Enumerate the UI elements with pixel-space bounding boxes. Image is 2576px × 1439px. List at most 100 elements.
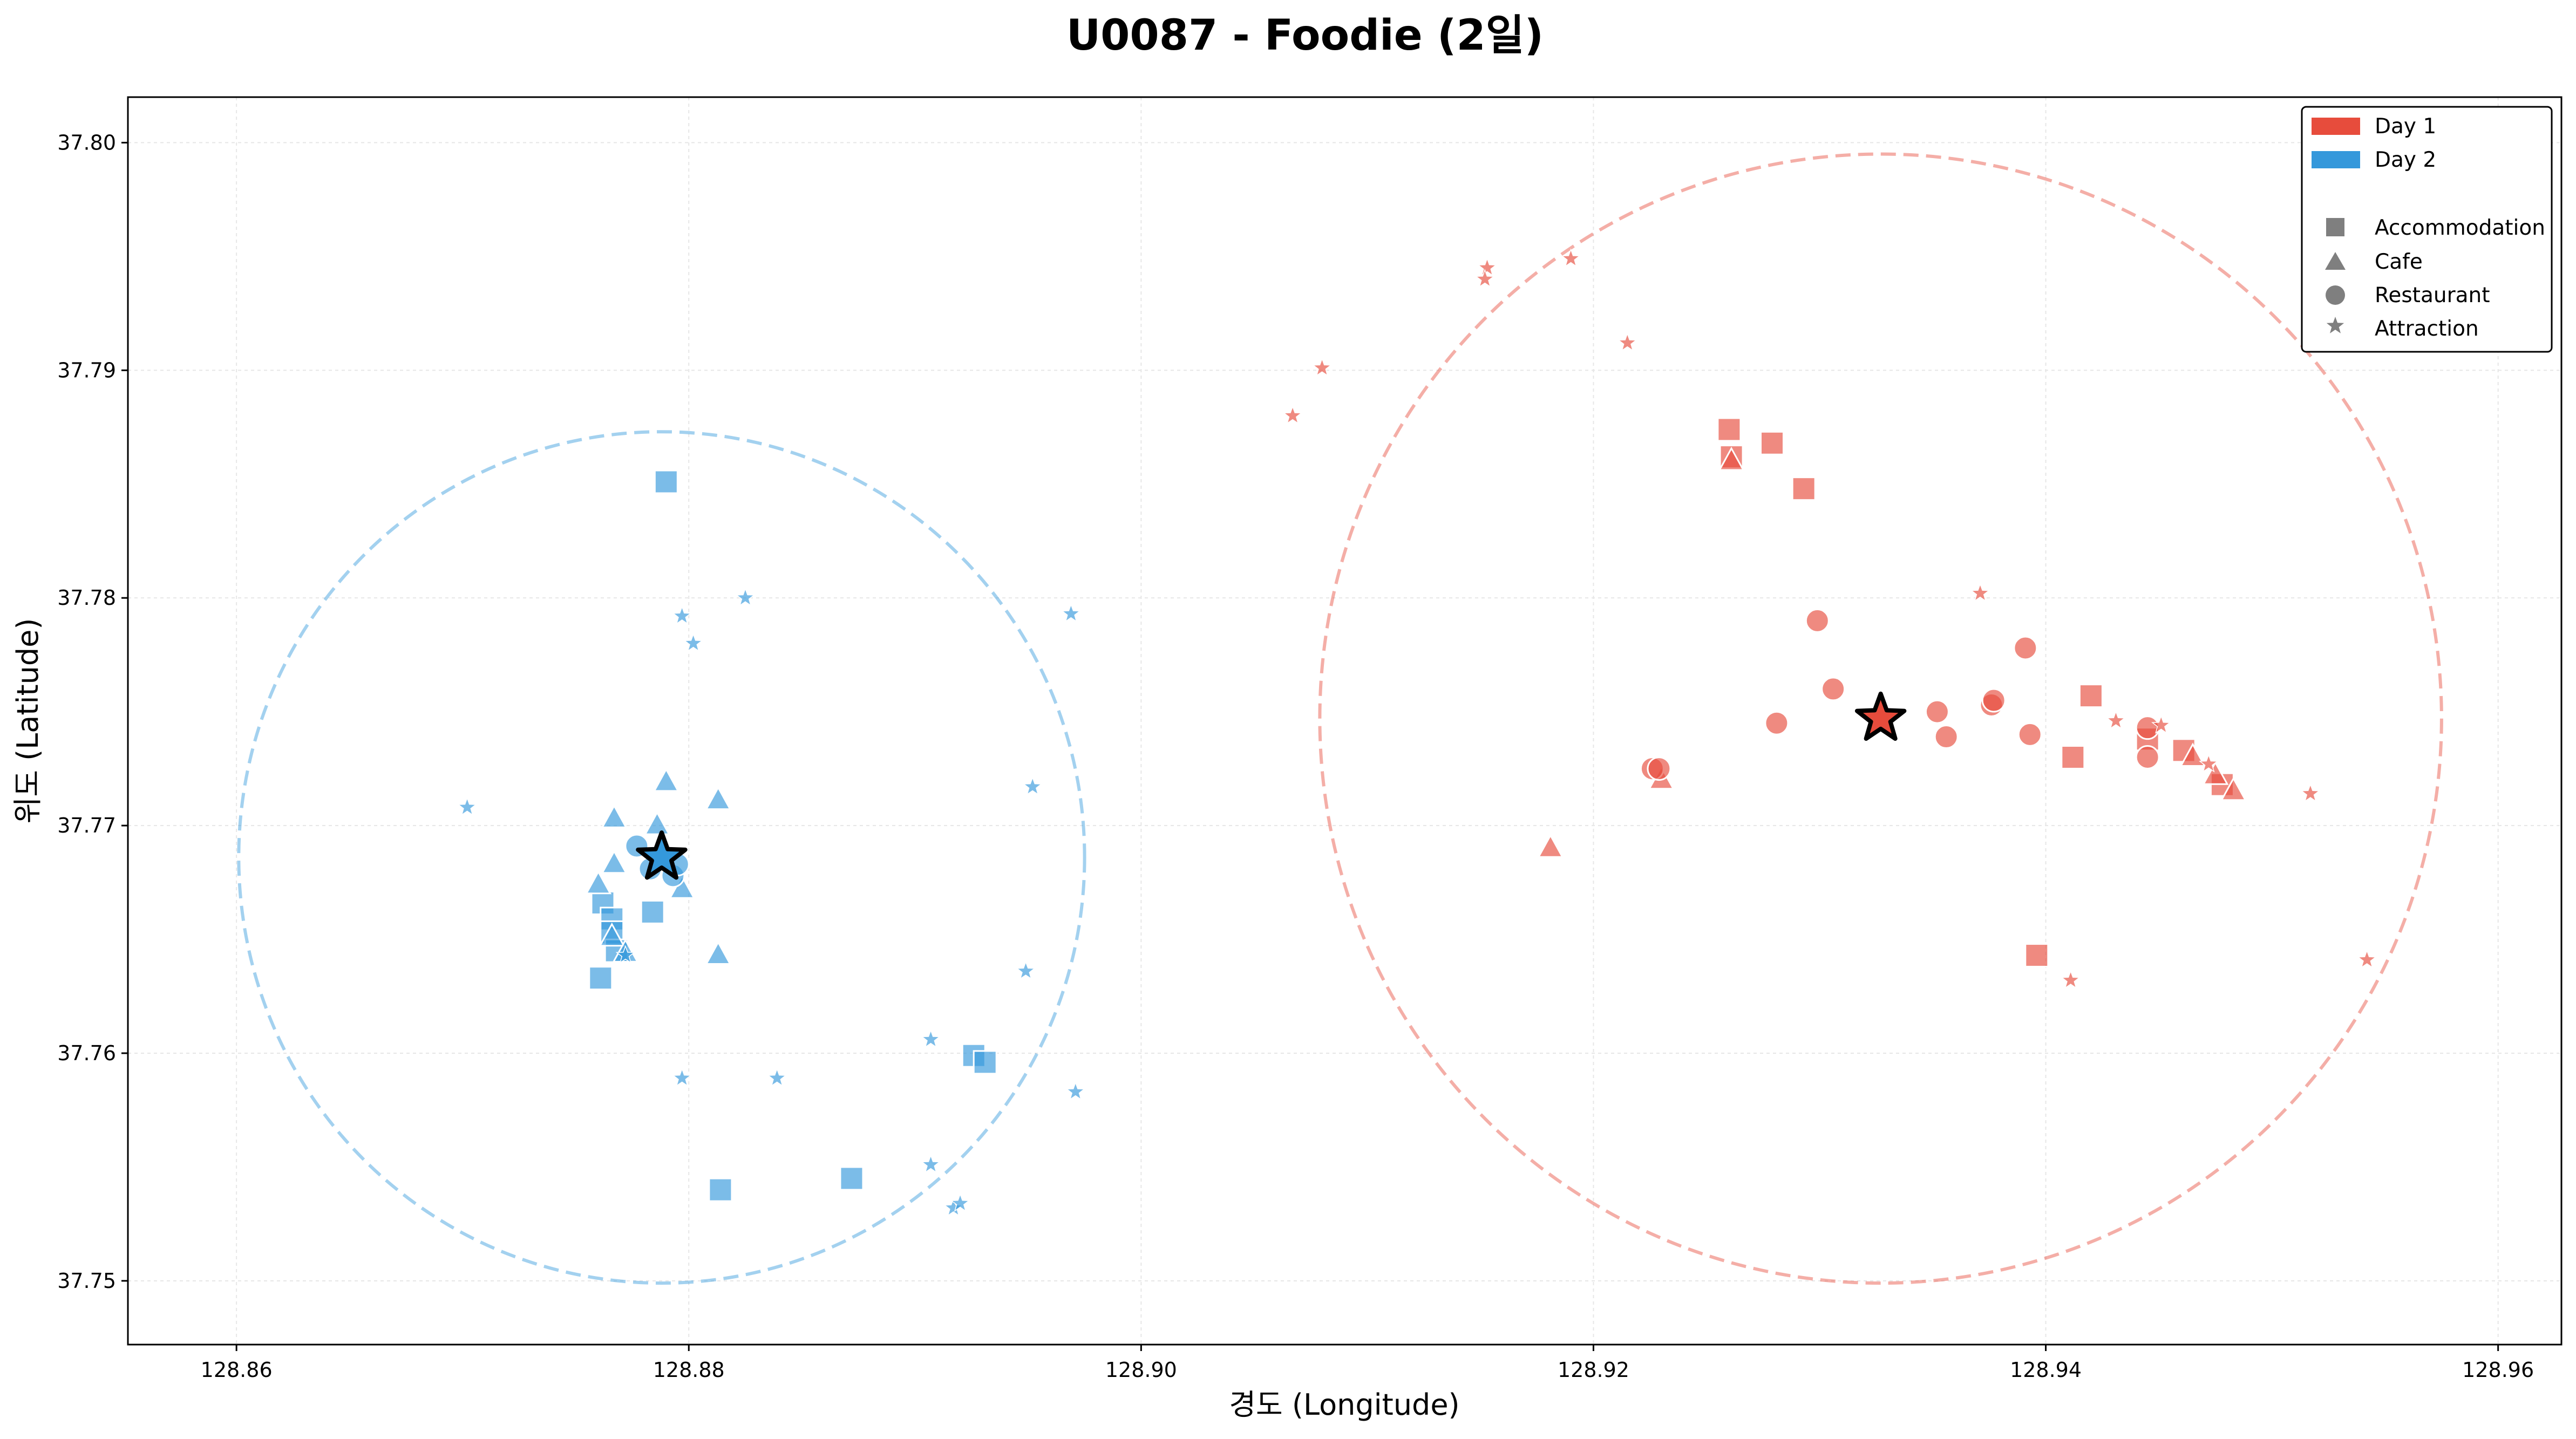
legend-circle-marker [2326,285,2345,305]
point-attraction-day-1 [1474,269,1495,288]
point-attraction-day-2 [1016,960,1036,980]
y-axis-ticks: 37.75 37.76 37.77 37.78 37.79 37.80 [57,131,128,1293]
legend-square-marker [2326,218,2344,236]
y-tick-label: 37.78 [57,586,116,610]
point-accommodation-day-1 [2024,943,2049,968]
point-attraction-day-1 [2199,754,2219,773]
x-tick-label: 128.88 [653,1358,725,1382]
legend-label-cafe: Cafe [2375,250,2423,274]
point-cafe-day-1 [1718,446,1745,471]
y-tick-label: 37.77 [57,814,116,837]
point-cafe-day-2 [601,849,628,874]
point-restaurant-day-1 [1934,725,1959,749]
y-tick-label: 37.76 [57,1041,116,1065]
point-attraction-day-1 [1282,405,1303,425]
legend-item-accommodation: Accommodation [2326,216,2545,240]
radius-circle-day-1 [1318,152,2443,1285]
point-attraction-day-1 [1617,332,1637,352]
point-attraction-day-1 [1561,248,1581,268]
point-accommodation-day-2 [973,1050,997,1075]
point-cafe-day-1 [1537,834,1564,858]
point-attraction-day-2 [1022,776,1043,795]
point-cafe-day-2 [585,870,612,895]
point-cafe-day-2 [653,767,679,792]
day-radius-circles [237,152,2443,1285]
point-attraction-day-2 [683,633,703,652]
x-tick-label: 128.96 [2462,1358,2534,1382]
x-tick-label: 128.86 [201,1358,273,1382]
point-accommodation-day-2 [839,1166,864,1191]
legend-item-restaurant: Restaurant [2326,283,2490,308]
point-attraction-day-1 [1312,357,1332,377]
point-accommodation-day-2 [640,899,665,924]
point-restaurant-day-1 [2013,636,2038,660]
legend: Day 1 Day 2 Accommodation Cafe Restauran… [2301,106,2553,353]
point-accommodation-day-2 [654,469,678,494]
grid [128,97,2561,1345]
point-attraction-day-1 [2151,715,2171,734]
point-restaurant-day-1 [1805,608,1830,633]
x-tick-label: 128.90 [1105,1358,1177,1382]
legend-item-day-1: Day 1 [2312,114,2436,139]
point-restaurant-day-1 [1764,711,1789,735]
point-attraction-day-1 [2106,710,2126,729]
point-accommodation-day-2 [708,1177,733,1202]
plot-frame [127,96,2563,1346]
legend-item-day-2: Day 2 [2312,148,2436,172]
point-accommodation-day-1 [1717,417,1742,442]
point-restaurant-day-1 [2135,715,2160,740]
point-accommodation-day-1 [2061,745,2085,770]
center-star-day-2 [636,830,688,880]
legend-frame [2301,106,2553,353]
point-accommodation-day-2 [588,966,613,991]
x-axis-label: 경도 (Longitude) [1229,1388,1459,1422]
point-restaurant-day-1 [2017,722,2042,747]
point-cafe-day-1 [2202,761,2229,785]
day-centers [636,691,1907,880]
legend-item-cafe: Cafe [2325,250,2423,274]
point-accommodation-day-1 [1760,431,1785,455]
point-attraction-day-2 [672,1068,692,1087]
point-attraction-day-1 [2061,970,2081,989]
point-attraction-day-1 [2300,783,2321,802]
point-cafe-day-2 [599,922,626,947]
legend-label-accommodation: Accommodation [2375,216,2545,240]
point-attraction-day-1 [1477,257,1497,276]
point-restaurant-day-1 [1925,699,1949,724]
point-accommodation-day-1 [1791,476,1816,501]
legend-swatch-day-1 [2312,118,2360,135]
point-attraction-day-2 [735,588,756,606]
legend-triangle-marker [2325,252,2346,270]
point-cafe-day-2 [601,804,628,828]
point-cafe-day-2 [705,786,732,810]
legend-item-attraction: Attraction [2326,317,2479,341]
center-star-day-1 [1854,691,1907,741]
point-attraction-day-2 [950,1193,970,1212]
point-attraction-day-2 [1061,603,1081,623]
legend-label-day-1: Day 1 [2375,114,2436,139]
point-cafe-day-1 [2179,742,2206,767]
plot-background [128,97,2561,1345]
point-attraction-day-2 [1065,1081,1086,1101]
point-attraction-day-2 [767,1068,787,1087]
legend-label-day-2: Day 2 [2375,148,2436,172]
point-restaurant-day-1 [1821,677,1846,701]
y-tick-label: 37.75 [57,1269,116,1293]
point-attraction-day-2 [615,945,636,964]
legend-label-attraction: Attraction [2375,317,2479,341]
point-attraction-day-1 [2357,949,2377,969]
data-points [457,248,2377,1217]
point-restaurant-day-1 [2135,745,2160,770]
legend-star-marker [2326,317,2344,333]
x-axis-ticks: 128.86 128.88 128.90 128.92 128.94 128.96 [201,1345,2534,1382]
point-cafe-day-2 [644,810,671,835]
chart-title: U0087 - Foodie (2일) [1066,11,1544,60]
point-cafe-day-1 [2220,776,2247,801]
y-tick-label: 37.79 [57,358,116,382]
point-attraction-day-2 [921,1029,941,1048]
point-attraction-day-2 [921,1154,941,1174]
y-axis-label: 위도 (Latitude) [11,618,45,824]
radius-circle-day-2 [237,430,1086,1285]
x-tick-label: 128.92 [1558,1358,1629,1382]
point-attraction-day-1 [1970,583,1990,602]
